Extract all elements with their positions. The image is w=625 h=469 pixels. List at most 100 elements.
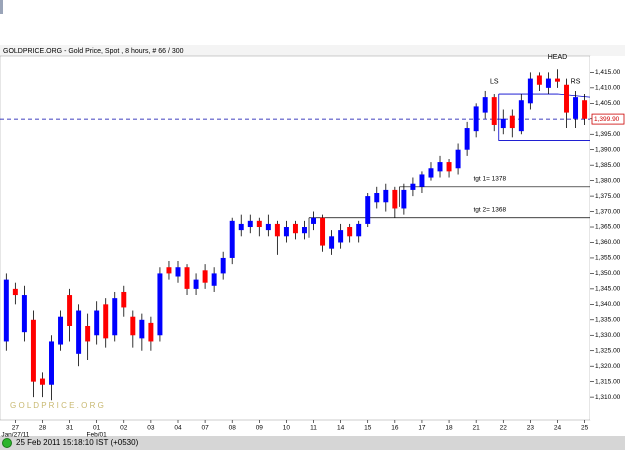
candle-body	[157, 273, 163, 336]
y-tick-label: 1,340.00	[595, 301, 621, 308]
y-tick-label: 1,360.00	[595, 239, 621, 246]
annotation: HEAD	[548, 54, 567, 61]
x-tick-label: 18	[445, 425, 453, 432]
toolbar-area	[0, 0, 625, 45]
candle-body	[573, 97, 579, 119]
current-price-box	[591, 113, 625, 125]
candle-body	[374, 193, 380, 203]
x-tick-label: 25	[581, 425, 589, 432]
candle-body	[112, 298, 118, 336]
window-icon	[0, 0, 3, 14]
y-tick-label: 1,375.00	[595, 193, 621, 200]
candle-body	[311, 217, 317, 224]
y-tick-label: 1,310.00	[595, 394, 621, 401]
y-tick-label: 1,380.00	[595, 177, 621, 184]
x-tick-label: 02	[120, 425, 128, 432]
y-tick-label: 1,315.00	[595, 378, 621, 385]
candle-body	[274, 223, 280, 237]
y-tick-label: 1,320.00	[595, 363, 621, 370]
status-text: 25 Feb 2011 15:18:10 IST (+0530)	[16, 438, 139, 447]
candle-body	[392, 189, 398, 209]
y-tick-label: 1,410.00	[595, 85, 621, 92]
candle-body	[12, 288, 18, 296]
x-tick-label: 08	[229, 425, 237, 432]
plot-area	[0, 55, 591, 421]
y-tick-label: 1,330.00	[595, 332, 621, 339]
candle-body	[500, 118, 506, 129]
y-tick-label: 1,345.00	[595, 286, 621, 293]
x-tick-label: 27	[12, 425, 20, 432]
x-tick-label: 14	[337, 425, 345, 432]
candle-body	[184, 267, 190, 289]
candle-body	[193, 279, 199, 289]
candle-body	[76, 310, 82, 354]
candle-body	[518, 100, 524, 132]
x-tick-label: 17	[418, 425, 426, 432]
x-tick-label: 09	[256, 425, 264, 432]
x-tick-label: 23	[527, 425, 535, 432]
candle-body	[338, 230, 344, 243]
candle-body	[410, 183, 416, 190]
candle-body	[85, 325, 91, 342]
annotation: LS	[490, 79, 499, 86]
candle-body	[320, 217, 326, 246]
annotation: RS	[571, 79, 581, 86]
candle-body	[3, 279, 9, 342]
candle-body	[166, 267, 172, 274]
candle-body	[283, 227, 289, 237]
x-tick-label: 10	[283, 425, 291, 432]
x-tick-label: 28	[39, 425, 47, 432]
candle-body	[473, 106, 479, 132]
candle-body	[202, 270, 208, 283]
candle-body	[428, 168, 434, 178]
x-tick-label: 07	[201, 425, 209, 432]
watermark: G O L D P R I C E . O R G	[10, 401, 104, 410]
x-tick-label: 11	[310, 425, 317, 432]
y-tick-label: 1,355.00	[595, 255, 621, 262]
candle-body	[220, 257, 226, 274]
x-tick-label: 24	[554, 425, 562, 432]
candle-body	[256, 220, 262, 228]
y-tick-label: 1,335.00	[595, 317, 621, 324]
y-tick-label: 1,385.00	[595, 162, 621, 169]
candle-body	[329, 236, 335, 249]
candle-body	[464, 128, 470, 150]
target-label: tgt 1= 1378	[473, 176, 506, 183]
candle-body	[582, 100, 588, 119]
x-tick-label: 03	[147, 425, 155, 432]
x-tick-label: 01	[93, 425, 101, 432]
candle-body	[175, 267, 181, 277]
candle-body	[103, 304, 109, 339]
candle-body	[121, 291, 127, 308]
candle-body	[536, 75, 542, 85]
candle-body	[491, 97, 497, 125]
candle-body	[265, 223, 271, 231]
candle-body	[58, 316, 64, 345]
candle-body	[229, 220, 235, 258]
candle-body	[94, 310, 100, 336]
status-icon	[2, 438, 12, 448]
candle-body	[238, 223, 244, 231]
candle-body	[39, 378, 45, 385]
candle-body	[67, 295, 73, 326]
y-tick-label: 1,365.00	[595, 224, 621, 231]
candle-body	[49, 341, 54, 385]
x-tick-label: 31	[66, 425, 74, 432]
plot: 1,310.00 1,315.00 1,320.00 1,325.00 1,330.00…	[0, 54, 625, 439]
x-subtick-label: Feb/01	[87, 432, 108, 439]
candle-body	[401, 189, 407, 209]
candle-body	[21, 295, 27, 333]
candle-body	[383, 189, 389, 203]
candle-body	[527, 78, 533, 104]
candle-body	[247, 220, 253, 228]
candle-body	[509, 115, 515, 129]
y-tick-label: 1,370.00	[595, 208, 621, 215]
candle-body	[347, 227, 353, 237]
candle-body	[292, 223, 298, 234]
y-tick-label: 1,415.00	[595, 69, 621, 76]
x-tick-label: 21	[473, 425, 481, 432]
candle-body	[30, 319, 36, 382]
x-subtick-label: Jan/27/11	[1, 432, 29, 439]
